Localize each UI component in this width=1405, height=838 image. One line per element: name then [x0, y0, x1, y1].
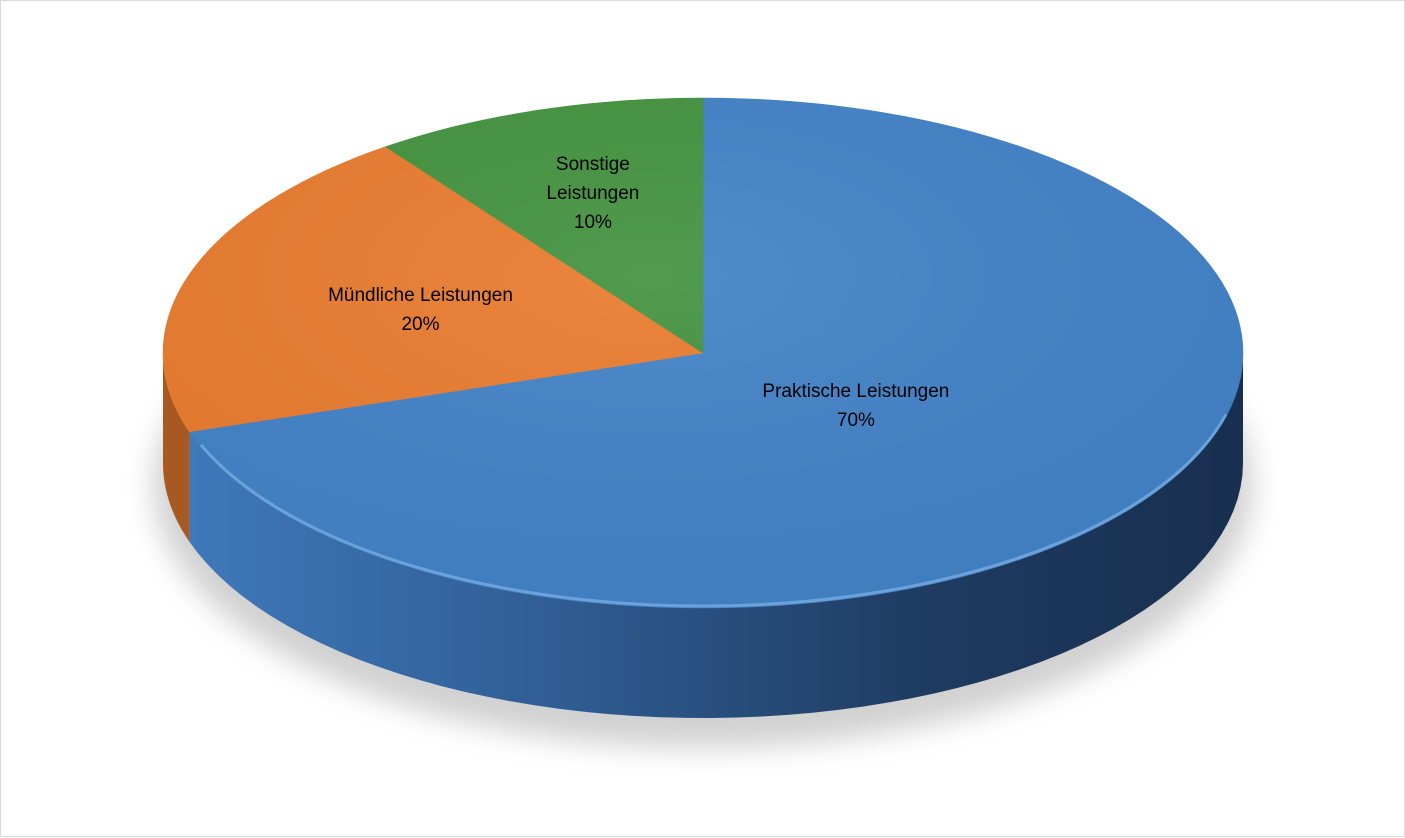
- slice-percent-label: 20%: [401, 314, 439, 335]
- slice-percent-label: 10%: [574, 212, 612, 233]
- pie-top-sheen: [163, 98, 1243, 608]
- slice-label-1: Praktische Leistungen 70%: [762, 381, 949, 431]
- pie-slice-side-2: [163, 353, 190, 542]
- slice-percent-label: 70%: [837, 410, 875, 431]
- slice-name-label: Leistungen: [546, 183, 639, 204]
- slice-label-3: Sonstige Leistungen 10%: [546, 154, 639, 233]
- slice-name-label: Praktische Leistungen: [762, 381, 949, 402]
- slice-name-label: Mündliche Leistungen: [328, 285, 513, 306]
- pie-slice-side-1: [189, 353, 1244, 718]
- pie-rim-highlight: [199, 413, 1228, 608]
- slice-label-2: Mündliche Leistungen 20%: [328, 285, 513, 335]
- slice-name-label: Sonstige: [556, 154, 630, 175]
